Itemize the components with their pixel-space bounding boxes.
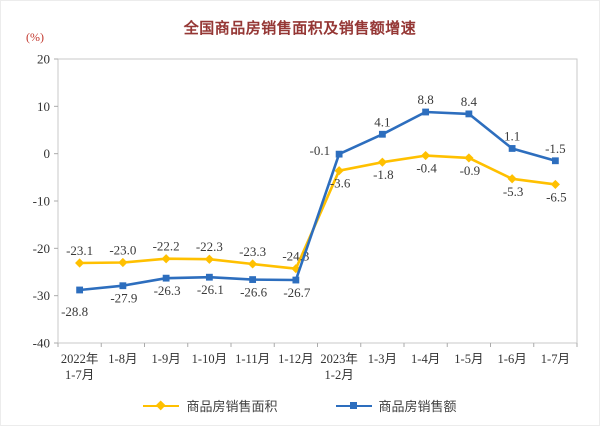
square-marker: [422, 108, 430, 116]
data-label: -23.0: [109, 243, 136, 258]
sales-area-legend-label: 商品房销售面积: [186, 399, 278, 414]
data-label: -23.1: [66, 243, 93, 258]
diamond-marker: [377, 157, 387, 167]
x-axis-tick-label: 1-6月: [498, 352, 527, 366]
y-axis-tick-label: 20: [37, 52, 50, 67]
x-axis-tick-label: 1-5月: [454, 352, 483, 366]
square-marker: [292, 276, 300, 284]
x-axis-tick-label: 1-8月: [108, 352, 137, 366]
data-label: -0.9: [460, 163, 481, 178]
x-axis-tick-label: 1-4月: [411, 352, 440, 366]
diamond-marker: [161, 254, 171, 264]
diamond-marker: [550, 179, 560, 190]
square-marker: [119, 282, 127, 290]
y-axis-tick-label: 10: [37, 99, 50, 114]
y-axis-tick-label: -20: [33, 241, 50, 256]
sales-amount-line: [79, 110, 556, 292]
legend-item-sales-area: 商品房销售面积: [143, 396, 278, 415]
square-marker: [76, 286, 84, 294]
data-label: -26.1: [197, 282, 224, 297]
data-label: -28.8: [61, 304, 88, 319]
diamond-marker: [75, 258, 85, 268]
data-label: 1.1: [504, 128, 520, 143]
y-axis-tick-label: -40: [33, 336, 50, 351]
data-label: -5.3: [503, 184, 524, 199]
data-label: -27.9: [110, 291, 137, 306]
sales-area-diamond-icon: [155, 400, 167, 411]
diamond-marker: [118, 257, 128, 268]
x-axis-tick-label: 2023年 1-2月: [320, 352, 358, 382]
data-label: -26.3: [154, 283, 181, 298]
y-axis-tick-label: -10: [33, 194, 50, 209]
legend-item-sales-amount: 商品房销售额: [335, 396, 457, 415]
data-label: -26.7: [283, 285, 311, 300]
line-chart-plot: 20 10 0 -10 -20 -30 -40 2022年 1-7月 1-8月 1-9月 1-10月 1…: [33, 52, 578, 382]
x-axis-tick-label: 1-12月: [278, 352, 313, 366]
data-label: 4.1: [374, 114, 390, 129]
diamond-marker: [421, 150, 431, 161]
x-axis-tick-label: 1-11月: [235, 352, 270, 366]
diamond-marker: [334, 166, 344, 176]
square-marker: [205, 273, 213, 281]
data-label: -22.3: [196, 239, 223, 254]
data-label: -26.6: [240, 285, 268, 300]
x-axis-tick-label: 1-3月: [368, 352, 397, 366]
data-label: 8.4: [461, 94, 478, 109]
diamond-marker: [507, 174, 517, 184]
data-label: -6.5: [546, 189, 567, 204]
data-label: -22.2: [153, 239, 180, 254]
chart-legend: 商品房销售面积 商品房销售额: [1, 396, 599, 415]
x-axis-tick-label: 2022年 1-7月: [61, 352, 99, 382]
chart-title: 全国商品房销售面积及销售额增速: [183, 20, 417, 37]
sales-area-line-sample: [143, 400, 180, 412]
data-label: 8.8: [418, 92, 434, 107]
data-label: -3.6: [330, 176, 351, 191]
diamond-marker: [248, 259, 258, 269]
sales-amount-legend-label: 商品房销售额: [378, 399, 457, 414]
square-marker: [508, 145, 516, 152]
square-marker: [249, 276, 257, 283]
x-axis-tick-label: 1-7月: [541, 352, 570, 366]
square-marker: [465, 110, 473, 118]
y-axis-tick-label: -30: [33, 288, 50, 303]
data-label: -0.1: [310, 143, 331, 158]
data-label: -1.5: [545, 141, 566, 156]
diamond-marker: [464, 153, 474, 163]
y-axis-tick-label: 0: [44, 146, 51, 161]
data-label: -23.3: [239, 244, 266, 259]
y-axis-unit-label: (%): [26, 30, 44, 44]
data-label: -1.8: [373, 167, 394, 182]
x-axis-tick-label: 1-10月: [192, 352, 227, 366]
square-marker: [335, 150, 343, 158]
square-marker: [551, 157, 559, 165]
sales-amount-square-icon: [349, 402, 357, 410]
data-label: -0.4: [416, 161, 437, 176]
diamond-marker: [204, 254, 214, 264]
x-axis-tick-label: 1-9月: [152, 352, 181, 366]
sales-area-line: [79, 154, 556, 271]
sales-amount-line-sample: [335, 400, 372, 412]
square-marker: [162, 274, 170, 282]
square-marker: [378, 130, 386, 138]
